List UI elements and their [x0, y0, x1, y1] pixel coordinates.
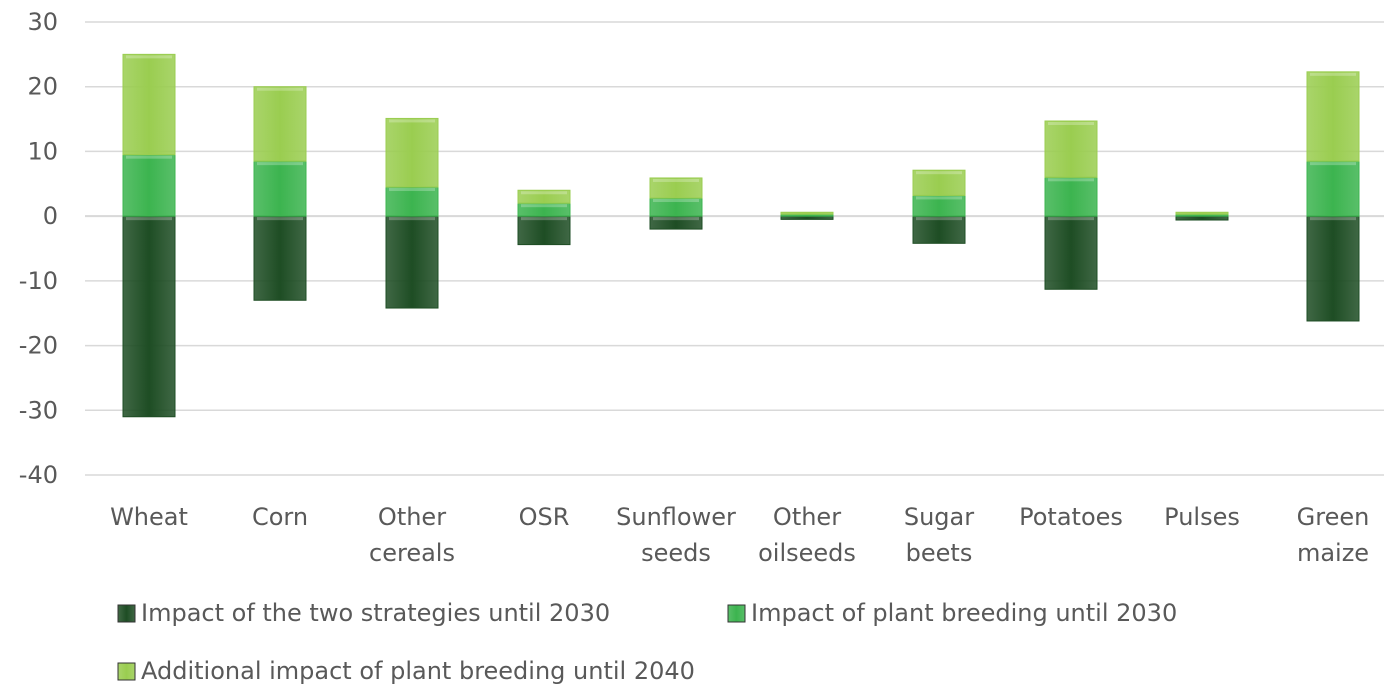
bar-group — [517, 189, 571, 246]
bar-group — [385, 117, 439, 309]
bar-highlight — [521, 191, 567, 195]
bar-highlight — [916, 217, 962, 221]
bar-highlight — [653, 178, 699, 182]
bar-segment — [1044, 176, 1098, 217]
bar-segment — [517, 189, 571, 204]
category-label: Pulses — [1164, 503, 1240, 531]
bar-highlight — [1048, 122, 1094, 126]
bar-group — [122, 53, 176, 418]
x-axis-categories: Wheat Corn Other cereals OSR Sunflower seeds Ot… — [110, 503, 1369, 567]
legend-swatch — [117, 604, 136, 623]
legend-swatch — [727, 604, 746, 623]
bar-group — [649, 177, 703, 230]
legend-item: Additional impact of plant breeding unti… — [117, 657, 695, 685]
category-label: maize — [1297, 539, 1369, 567]
bar-highlight — [1310, 162, 1356, 166]
category-label: Corn — [252, 503, 308, 531]
bar-highlight — [257, 87, 303, 91]
bar-highlight — [126, 217, 172, 221]
bar-segment — [1306, 71, 1360, 162]
category-label: seeds — [641, 539, 711, 567]
legend-label: Impact of plant breeding until 2030 — [751, 599, 1177, 627]
bar-segment — [1306, 160, 1360, 217]
bar-highlight — [1048, 178, 1094, 182]
bar-segment — [122, 154, 176, 217]
bar-segment — [1175, 211, 1229, 215]
bar-highlight — [257, 217, 303, 221]
bar-segment — [385, 215, 439, 309]
bar-group — [780, 211, 834, 220]
category-label: oilseeds — [758, 539, 856, 567]
bar-highlight — [389, 119, 435, 123]
bar-segment — [517, 215, 571, 246]
bar-group — [253, 86, 307, 301]
bar-segment — [385, 117, 439, 188]
category-label: Other — [378, 503, 446, 531]
bar-segment — [253, 86, 307, 162]
category-label: Wheat — [110, 503, 188, 531]
legend-item: Impact of the two strategies until 2030 — [117, 599, 610, 627]
bar-segment — [1044, 120, 1098, 178]
category-label: OSR — [519, 503, 570, 531]
y-tick-label: -20 — [19, 332, 58, 360]
y-tick-label: -30 — [19, 396, 58, 424]
bar-highlight — [389, 188, 435, 192]
legend-label: Additional impact of plant breeding unti… — [141, 657, 695, 685]
bar-segment — [780, 211, 834, 215]
bar-segment — [385, 186, 439, 217]
bar-highlight — [389, 217, 435, 221]
bar-highlight — [257, 162, 303, 166]
bar-highlight — [521, 204, 567, 208]
y-tick-label: -10 — [19, 267, 58, 295]
category-label: Sugar — [904, 503, 974, 531]
bar-segment — [1175, 215, 1229, 221]
y-tick-label: -40 — [19, 461, 58, 489]
bar-segment — [649, 177, 703, 199]
bar-segment — [253, 215, 307, 301]
bar-highlight — [916, 196, 962, 200]
category-label: Sunflower — [616, 503, 736, 531]
bar-highlight — [126, 155, 172, 159]
bar-highlight — [653, 217, 699, 221]
bar-group — [1306, 71, 1360, 322]
y-tick-label: 0 — [43, 202, 58, 230]
bar-segment — [122, 53, 176, 156]
y-axis: 30 20 10 0 -10 -20 -30 -40 — [19, 8, 58, 489]
bars — [122, 53, 1360, 418]
bar-highlight — [1310, 217, 1356, 221]
bar-segment — [912, 169, 966, 196]
bar-group — [1044, 120, 1098, 290]
bar-highlight — [916, 171, 962, 175]
category-label: cereals — [369, 539, 455, 567]
y-tick-label: 30 — [27, 8, 58, 36]
bar-highlight — [126, 55, 172, 59]
bar-segment — [912, 215, 966, 244]
legend-swatch — [117, 662, 136, 681]
bar-segment — [122, 215, 176, 418]
y-tick-label: 20 — [27, 73, 58, 101]
category-label: beets — [906, 539, 973, 567]
legend-item: Impact of plant breeding until 2030 — [727, 599, 1177, 627]
bar-highlight — [653, 199, 699, 203]
legend-label: Impact of the two strategies until 2030 — [141, 599, 610, 627]
bar-segment — [1044, 215, 1098, 290]
bar-group — [1175, 211, 1229, 221]
legend: Impact of the two strategies until 2030 I… — [117, 599, 1177, 685]
bar-highlight — [1048, 217, 1094, 221]
y-tick-label: 10 — [27, 137, 58, 165]
bar-segment — [253, 160, 307, 217]
bar-group — [912, 169, 966, 244]
bar-highlight — [1310, 72, 1356, 76]
bar-highlight — [521, 217, 567, 221]
category-label: Potatoes — [1019, 503, 1123, 531]
category-label: Green — [1297, 503, 1370, 531]
category-label: Other — [773, 503, 841, 531]
bar-segment — [1306, 215, 1360, 322]
